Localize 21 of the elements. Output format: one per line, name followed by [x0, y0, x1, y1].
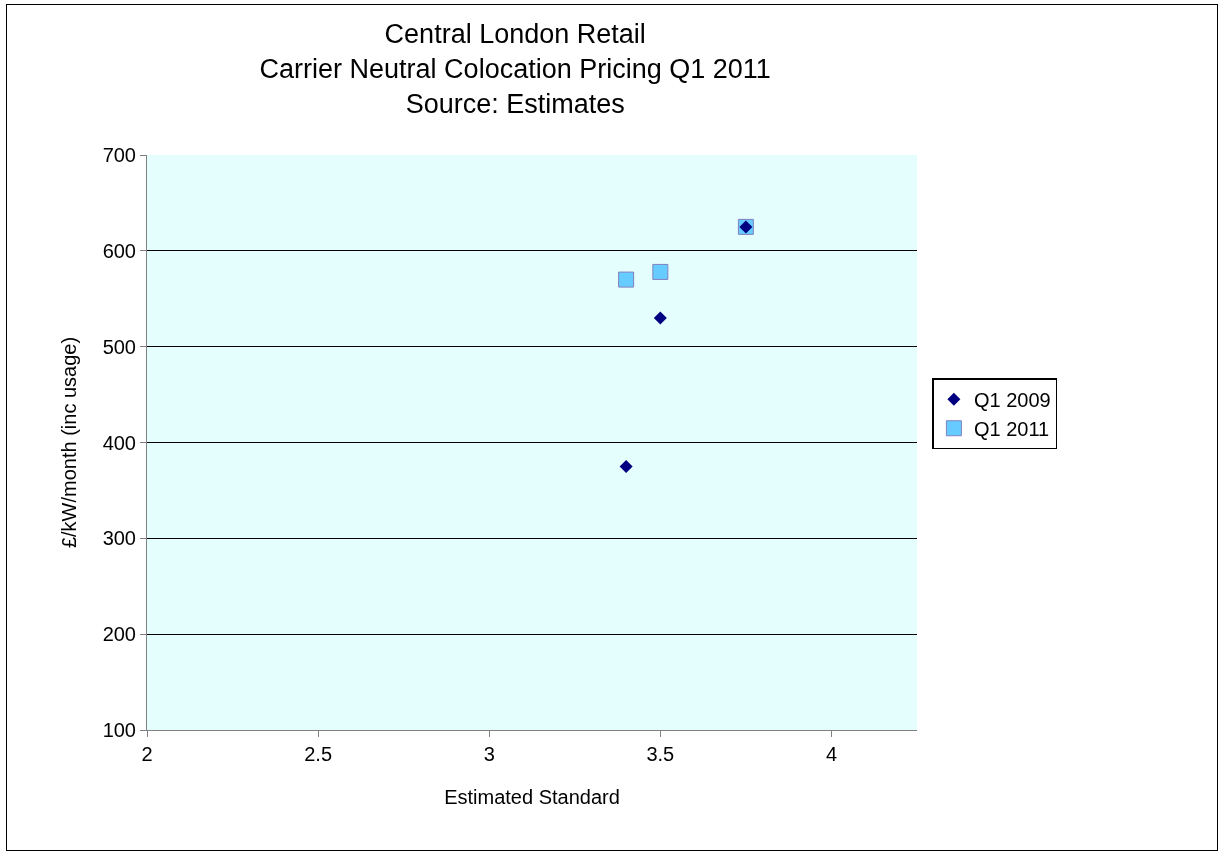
x-axis-title: Estimated Standard [444, 785, 620, 808]
x-tick-label: 2.5 [304, 743, 333, 765]
x-tick-label: 2 [141, 743, 153, 765]
legend-label: Q1 2011 [973, 418, 1050, 441]
point [652, 263, 669, 280]
y-axis-title: £/kW/month (inc usage) [58, 336, 81, 549]
y-tick-label: 700 [102, 144, 136, 166]
point [653, 311, 667, 325]
y-tick-label: 400 [102, 431, 136, 454]
point [619, 459, 633, 473]
y-tick-label: 100 [102, 719, 136, 741]
point [618, 271, 635, 288]
y-tick-label: 500 [102, 335, 136, 358]
y-tick-label: 300 [102, 527, 136, 550]
x-tick-label: 3.5 [646, 743, 675, 765]
legend-label: Q1 2009 [973, 389, 1051, 412]
x-tick-label: 3 [483, 743, 495, 765]
y-tick-label: 600 [102, 239, 136, 262]
y-tick-label: 200 [102, 623, 136, 646]
x-tick-label: 4 [825, 743, 837, 765]
chart-title: Central London Retail Carrier Neutral Colocation Pricing Q1 2011 Source: Estimates [259, 19, 771, 120]
